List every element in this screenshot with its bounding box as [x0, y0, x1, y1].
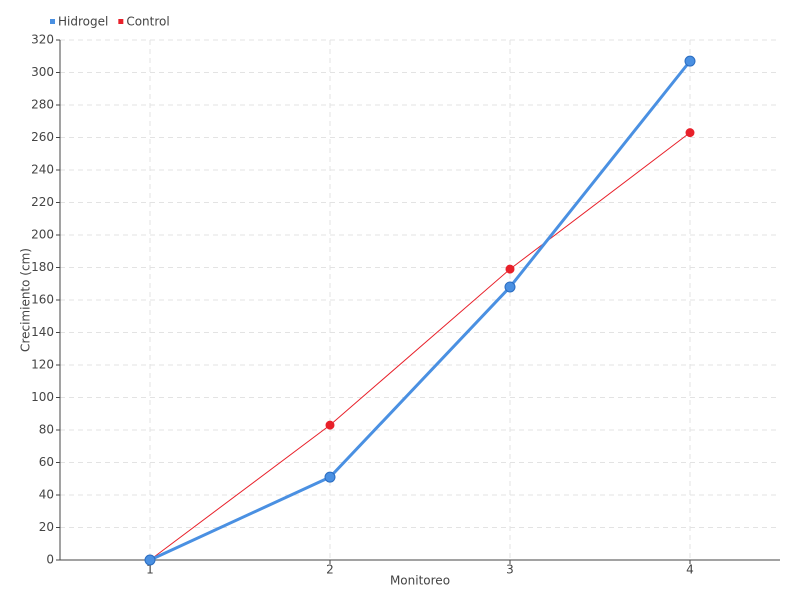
y-tick-label: 220	[31, 195, 54, 209]
y-axis-label: Crecimiento (cm)	[19, 248, 33, 352]
y-tick-label: 80	[39, 423, 54, 437]
y-tick-label: 120	[31, 358, 54, 372]
y-tick-label: 160	[31, 293, 54, 307]
x-tick-label: 4	[686, 563, 694, 577]
y-tick-label: 20	[39, 520, 54, 534]
y-tick-label: 140	[31, 325, 54, 339]
y-tick-label: 300	[31, 65, 54, 79]
data-point	[324, 471, 336, 483]
legend-swatch	[118, 19, 124, 24]
x-tick-label: 3	[506, 563, 514, 577]
y-tick-label: 260	[31, 130, 54, 144]
x-tick-label: 2	[326, 563, 334, 577]
data-point	[684, 55, 696, 67]
data-point	[144, 554, 156, 566]
series-line	[149, 60, 692, 562]
data-point	[325, 420, 335, 430]
series-line	[149, 132, 691, 561]
data-point	[685, 128, 695, 138]
y-tick-label: 100	[31, 390, 54, 404]
data-point	[504, 281, 516, 293]
y-tick-label: 240	[31, 163, 54, 177]
data-point	[505, 264, 515, 274]
y-tick-label: 60	[39, 455, 54, 469]
x-tick-label: 1	[146, 563, 154, 577]
y-tick-label: 200	[31, 228, 54, 242]
y-tick-label: 0	[46, 553, 54, 567]
y-tick-label: 180	[31, 260, 54, 274]
legend-swatch	[50, 19, 55, 24]
legend-label: Control	[126, 15, 169, 29]
y-tick-label: 320	[31, 33, 54, 47]
x-axis-label: Monitoreo	[390, 574, 450, 588]
y-tick-label: 280	[31, 98, 54, 112]
legend-label: Hidrogel	[58, 15, 108, 29]
y-tick-label: 40	[39, 488, 54, 502]
